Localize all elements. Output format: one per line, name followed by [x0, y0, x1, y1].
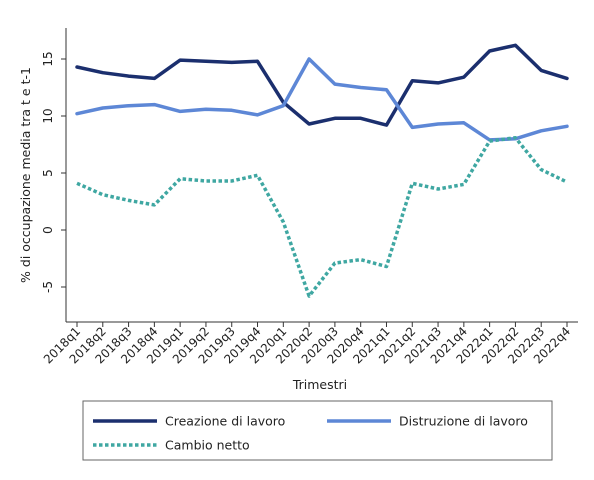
legend-box	[82, 400, 553, 461]
series-line-0	[75, 43, 569, 127]
x-axis-title: Trimestri	[292, 377, 347, 392]
series-layer	[75, 43, 569, 298]
legend-label-1: Distruzione di lavoro	[399, 414, 528, 429]
series-line-1	[75, 57, 569, 142]
y-tick-label: 15	[41, 51, 55, 66]
axes-layer: -50510152018q12018q22018q32018q42019q120…	[41, 28, 578, 367]
y-tick-label: -5	[41, 281, 55, 293]
y-tick-label: 5	[41, 169, 55, 177]
legend-label-0: Creazione di lavoro	[165, 414, 285, 429]
series-line-2	[76, 135, 568, 298]
y-tick-label: 0	[41, 226, 55, 234]
y-tick-label: 10	[41, 108, 55, 123]
legend: Creazione di lavoro Distruzione di lavoro…	[82, 400, 553, 461]
legend-items: Creazione di lavoro Distruzione di lavoro…	[93, 414, 528, 453]
legend-label-2: Cambio netto	[165, 438, 250, 453]
y-axis-title: % di occupazione media tra t e t-1	[18, 67, 33, 283]
